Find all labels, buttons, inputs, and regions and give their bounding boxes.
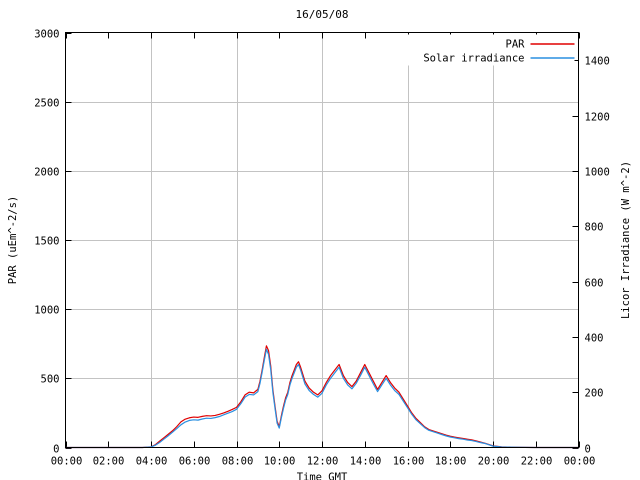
series-line-par [64, 345, 580, 449]
chart-legend: PAR Solar irradiance [404, 34, 575, 66]
x-tick-label: 00:00 [564, 456, 596, 468]
y2-axis-ticks: 0 200 400 600 800 1000 1200 1400 [572, 56, 610, 456]
x-axis-ticks: 00:00 02:00 04:00 06:00 08:00 10:00 12:00 14:00… [51, 32, 596, 468]
grid-lines [65, 32, 579, 448]
x-tick-label: 20:00 [478, 456, 510, 468]
x-tick-label: 02:00 [93, 456, 125, 468]
y-tick-label: 3000 [34, 29, 59, 41]
y-axis-label: PAR (uEm^-2/s) [7, 196, 19, 285]
y-tick-label: 500 [41, 374, 60, 386]
plot-frame [64, 31, 580, 449]
y2-tick-label: 1000 [585, 167, 610, 179]
series-line-solar-irradiance [64, 348, 580, 449]
x-tick-label: 10:00 [264, 456, 296, 468]
y2-tick-label: 200 [585, 388, 604, 400]
chart-title: 16/05/08 [296, 8, 349, 21]
y-tick-label: 2000 [34, 167, 59, 179]
y2-tick-label: 400 [585, 333, 604, 345]
y2-tick-label: 0 [585, 444, 591, 456]
y-axis-ticks: 0 500 1000 1500 2000 2500 3000 [34, 29, 72, 456]
x-tick-label: 00:00 [51, 456, 83, 468]
y2-axis-label: Licor Irradiance (W m^-2) [620, 161, 632, 319]
data-series [64, 345, 580, 449]
y2-tick-label: 600 [585, 278, 604, 290]
legend-label: Solar irradiance [423, 53, 524, 65]
x-axis-label: Time GMT [297, 472, 348, 480]
x-tick-label: 12:00 [307, 456, 339, 468]
x-tick-label: 04:00 [136, 456, 168, 468]
y-tick-label: 2500 [34, 98, 59, 110]
legend-label: PAR [506, 39, 526, 51]
x-tick-label: 16:00 [393, 456, 425, 468]
x-tick-label: 14:00 [350, 456, 382, 468]
y2-tick-label: 1200 [585, 112, 610, 124]
x-tick-label: 22:00 [521, 456, 553, 468]
y-tick-label: 0 [53, 444, 59, 456]
x-tick-label: 18:00 [435, 456, 467, 468]
y2-tick-label: 1400 [585, 56, 610, 68]
y2-tick-label: 800 [585, 222, 604, 234]
x-tick-label: 06:00 [179, 456, 211, 468]
y-tick-label: 1000 [34, 305, 59, 317]
x-tick-label: 08:00 [222, 456, 254, 468]
y-tick-label: 1500 [34, 236, 59, 248]
